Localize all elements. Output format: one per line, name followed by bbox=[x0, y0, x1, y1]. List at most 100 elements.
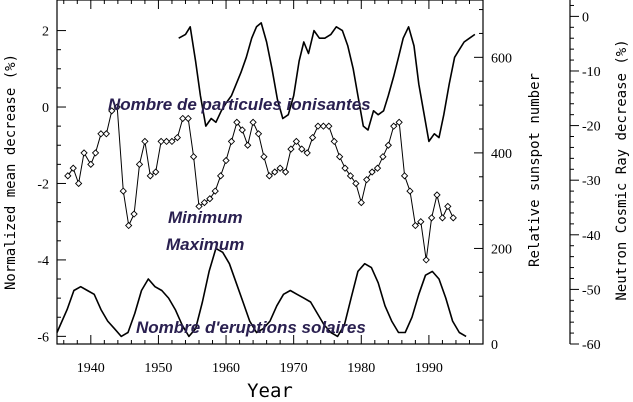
data-point-marker bbox=[336, 153, 344, 161]
y-middle-tick-label: 400 bbox=[491, 147, 512, 162]
ionising-particles-series-line bbox=[67, 106, 454, 261]
data-point-marker bbox=[406, 187, 414, 195]
data-point-marker bbox=[227, 137, 236, 146]
data-point-marker bbox=[195, 202, 203, 211]
data-point-marker bbox=[287, 145, 295, 153]
data-point-marker bbox=[341, 164, 349, 172]
y-right-tick-label: -40 bbox=[582, 229, 601, 244]
data-point-marker bbox=[314, 122, 322, 130]
y-middle-tick-label: 0 bbox=[491, 338, 498, 353]
data-point-marker bbox=[233, 118, 241, 126]
data-point-marker bbox=[444, 202, 452, 211]
data-point-marker bbox=[168, 137, 176, 146]
data-point-marker bbox=[102, 130, 110, 138]
data-point-marker bbox=[97, 130, 105, 138]
x-tick-label: 1980 bbox=[347, 361, 375, 376]
solar-flares-series-line bbox=[56, 247, 467, 338]
y-left-tick-label: 2 bbox=[42, 25, 49, 40]
data-point-marker bbox=[211, 187, 219, 195]
data-point-marker bbox=[260, 153, 268, 161]
data-point-marker bbox=[379, 153, 387, 161]
y-middle-tick-label: 200 bbox=[491, 242, 512, 257]
data-point-marker bbox=[427, 214, 436, 222]
neutron-series-line bbox=[178, 22, 476, 143]
x-tick-label: 1940 bbox=[77, 361, 105, 376]
y-axis-middle: 600 400 200 0 bbox=[474, 9, 512, 353]
data-point-marker bbox=[91, 149, 100, 157]
y-left-tick-label: -6 bbox=[37, 330, 49, 345]
y-right-tick-label: 0 bbox=[582, 10, 589, 25]
data-point-marker bbox=[384, 141, 392, 149]
data-point-marker bbox=[249, 118, 257, 126]
data-point-marker bbox=[189, 153, 198, 161]
y-axis-middle-title: Relative sunspot number bbox=[527, 73, 543, 267]
data-point-marker bbox=[206, 195, 214, 203]
data-point-marker bbox=[271, 168, 279, 176]
x-tick-label: 1990 bbox=[415, 361, 443, 376]
data-point-marker bbox=[146, 172, 154, 180]
data-point-marker bbox=[411, 221, 420, 230]
data-point-marker bbox=[75, 179, 83, 188]
data-point-marker bbox=[152, 168, 160, 176]
y-axis-right-title: Neutron Cosmic Ray decrease (%) bbox=[614, 39, 630, 300]
data-point-marker bbox=[87, 160, 95, 168]
data-point-marker bbox=[69, 164, 77, 172]
data-point-marker bbox=[303, 149, 311, 157]
data-point-marker bbox=[395, 118, 403, 126]
plot-frame bbox=[56, 0, 484, 345]
data-point-marker bbox=[254, 130, 263, 138]
y-right-tick-label: -50 bbox=[582, 283, 601, 298]
y-axis-left: 2 0 -2 -4 -6 bbox=[37, 25, 66, 345]
data-point-marker bbox=[113, 103, 121, 111]
data-point-marker bbox=[449, 214, 457, 222]
data-point-marker bbox=[357, 198, 365, 207]
data-point-marker bbox=[346, 172, 355, 180]
y-middle-tick-label: 600 bbox=[491, 51, 512, 66]
data-point-marker bbox=[276, 164, 284, 172]
annotation-minimum: Minimum bbox=[168, 208, 243, 227]
x-tick-label: 1960 bbox=[212, 361, 240, 376]
data-point-marker bbox=[108, 107, 116, 115]
y-left-tick-label: 0 bbox=[42, 101, 49, 116]
data-point-marker bbox=[292, 137, 301, 146]
data-point-marker bbox=[352, 179, 360, 188]
data-point-marker bbox=[80, 149, 88, 157]
data-point-marker bbox=[222, 156, 230, 165]
data-point-marker bbox=[438, 214, 447, 222]
y-right-tick-label: -20 bbox=[582, 120, 601, 135]
data-point-marker bbox=[265, 172, 273, 180]
annotation-ionising: Nombre de particules ionisantes bbox=[108, 95, 371, 114]
y-axis-left-title: Normalized mean decrease (%) bbox=[3, 54, 19, 290]
data-point-marker bbox=[417, 218, 425, 226]
series-layer bbox=[56, 22, 476, 338]
data-point-marker bbox=[64, 172, 72, 180]
data-point-marker bbox=[319, 122, 328, 130]
data-point-marker bbox=[119, 187, 127, 195]
data-point-marker bbox=[238, 126, 246, 134]
data-point-marker bbox=[157, 137, 165, 146]
data-point-marker bbox=[368, 168, 376, 176]
x-tick-label: 1950 bbox=[144, 361, 172, 376]
data-point-marker bbox=[130, 210, 138, 218]
data-point-marker bbox=[390, 122, 398, 130]
data-point-marker bbox=[244, 141, 252, 149]
data-point-marker bbox=[298, 145, 306, 153]
data-point-marker bbox=[400, 172, 409, 180]
data-point-marker bbox=[325, 122, 333, 130]
y-right-tick-label: -10 bbox=[582, 65, 601, 80]
data-point-marker bbox=[184, 114, 192, 123]
data-point-marker bbox=[308, 133, 317, 142]
data-point-marker bbox=[281, 168, 290, 176]
data-point-marker bbox=[433, 191, 441, 199]
data-point-marker bbox=[162, 137, 171, 146]
y-left-tick-label: -4 bbox=[37, 254, 49, 269]
data-point-marker bbox=[373, 164, 382, 172]
data-point-marker bbox=[141, 137, 149, 146]
data-point-marker bbox=[330, 137, 338, 146]
y-left-tick-label: -2 bbox=[37, 177, 49, 192]
data-point-marker bbox=[135, 160, 144, 168]
data-point-marker bbox=[173, 133, 181, 142]
x-axis-title: Year bbox=[247, 380, 293, 402]
x-tick-label: 1970 bbox=[280, 361, 308, 376]
